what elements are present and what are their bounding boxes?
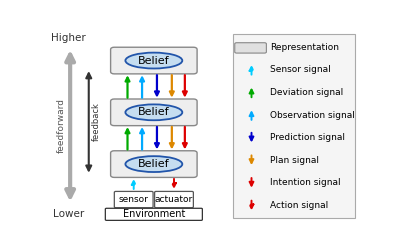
Text: feedback: feedback xyxy=(92,103,101,141)
Text: Deviation signal: Deviation signal xyxy=(270,88,343,97)
Text: actuator: actuator xyxy=(155,195,193,204)
Text: Prediction signal: Prediction signal xyxy=(270,133,345,142)
Text: Belief: Belief xyxy=(138,107,170,117)
FancyBboxPatch shape xyxy=(155,191,193,208)
Text: Lower: Lower xyxy=(53,209,84,219)
Ellipse shape xyxy=(125,53,182,68)
Text: Observation signal: Observation signal xyxy=(270,111,355,120)
FancyBboxPatch shape xyxy=(111,151,197,178)
Text: Belief: Belief xyxy=(138,56,170,65)
FancyBboxPatch shape xyxy=(235,43,266,53)
Text: feedforward: feedforward xyxy=(56,98,65,153)
FancyBboxPatch shape xyxy=(105,208,202,220)
Ellipse shape xyxy=(125,104,182,120)
Text: Plan signal: Plan signal xyxy=(270,156,319,165)
FancyBboxPatch shape xyxy=(233,34,355,218)
Text: Belief: Belief xyxy=(138,159,170,169)
Ellipse shape xyxy=(125,156,182,172)
Text: Higher: Higher xyxy=(51,33,86,43)
FancyBboxPatch shape xyxy=(111,99,197,126)
Text: Sensor signal: Sensor signal xyxy=(270,65,331,74)
FancyBboxPatch shape xyxy=(111,47,197,74)
Text: Action signal: Action signal xyxy=(270,201,328,210)
Text: Representation: Representation xyxy=(270,43,339,52)
Text: Environment: Environment xyxy=(123,209,185,219)
Text: Intention signal: Intention signal xyxy=(270,178,341,187)
FancyBboxPatch shape xyxy=(114,191,153,208)
Text: sensor: sensor xyxy=(119,195,149,204)
